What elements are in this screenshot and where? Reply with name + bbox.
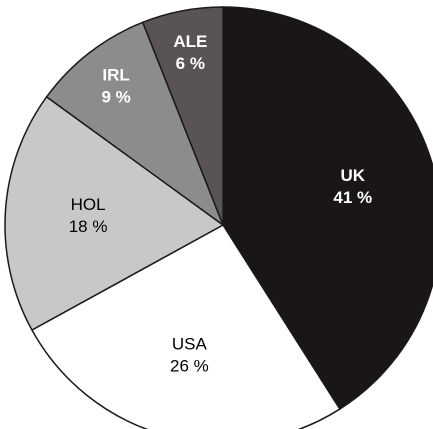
- slice-value-hol: 18 %: [69, 217, 108, 236]
- pie-slice-ale: [141, 6, 224, 226]
- pie-slice-uk: [222, 6, 433, 411]
- slice-label-irl: IRL: [102, 66, 129, 85]
- pie-labels: UK 41 % USA 26 % HOL 18 % IRL 9 % ALE 6 %: [69, 32, 372, 375]
- slice-value-uk: 41 %: [333, 188, 372, 207]
- slice-value-usa: 26 %: [170, 356, 209, 375]
- slice-label-hol: HOL: [71, 195, 106, 214]
- pie-slice-irl: [45, 21, 225, 228]
- slice-label-uk: UK: [341, 166, 366, 185]
- slice-label-ale: ALE: [173, 32, 207, 51]
- pie-slice-usa: [30, 224, 341, 429]
- pie-slice-hol: [4, 95, 225, 332]
- slice-value-irl: 9 %: [101, 88, 130, 107]
- slice-label-usa: USA: [172, 334, 208, 353]
- slice-value-ale: 6 %: [176, 54, 205, 73]
- pie-slices: [4, 6, 433, 429]
